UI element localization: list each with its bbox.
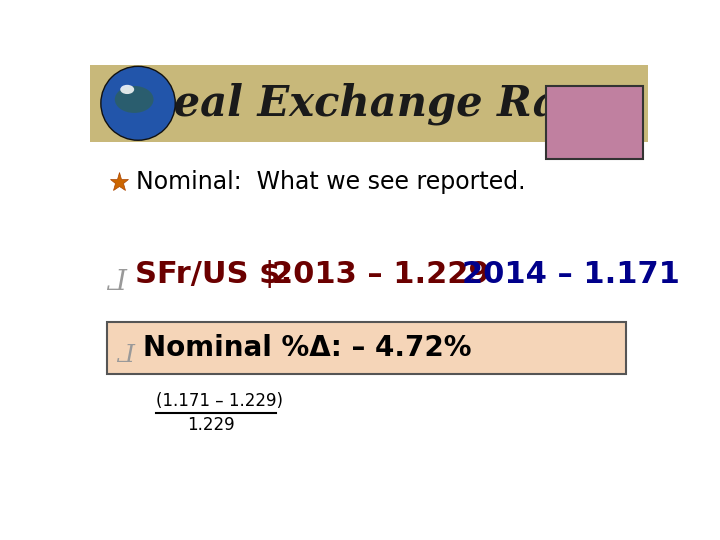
Ellipse shape: [114, 86, 153, 113]
Text: Real Exchange Rates: Real Exchange Rates: [140, 82, 629, 125]
Text: 1.229: 1.229: [187, 416, 235, 434]
Text: 2013 – 1.229: 2013 – 1.229: [272, 260, 490, 289]
Text: 2014 – 1.171: 2014 – 1.171: [462, 260, 680, 289]
Text: Nominal:  What we see reported.: Nominal: What we see reported.: [137, 170, 526, 194]
Text: (1.171 – 1.229): (1.171 – 1.229): [156, 392, 283, 409]
FancyBboxPatch shape: [90, 65, 648, 142]
Ellipse shape: [101, 66, 175, 140]
Ellipse shape: [120, 85, 134, 94]
FancyBboxPatch shape: [107, 322, 626, 374]
Text: Γ: Γ: [109, 261, 129, 288]
Text: Γ: Γ: [120, 336, 137, 360]
Text: SFr/US $:: SFr/US $:: [135, 260, 292, 289]
Text: Nominal %Δ: – 4.72%: Nominal %Δ: – 4.72%: [143, 334, 471, 362]
FancyBboxPatch shape: [546, 85, 642, 159]
